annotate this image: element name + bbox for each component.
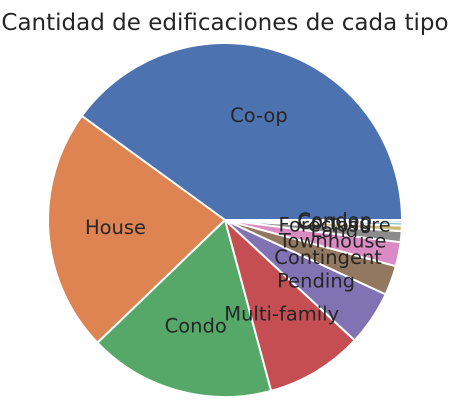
pie-label-townhouse: Townhouse (278, 230, 387, 253)
pie-label-house: House (85, 216, 146, 239)
pie-label-foreclosure: Foreclosure (278, 214, 390, 237)
pie-slice-house (47, 114, 226, 344)
pie-label-coming: Coming (297, 211, 372, 234)
chart-title: Cantidad de edificaciones de cada tipo (1, 10, 448, 36)
pie-label-land: Land (311, 219, 359, 242)
pie-slice-condo (96, 219, 273, 398)
pie-label-pending: Pending (277, 270, 355, 293)
pie-slice-co-op (80, 42, 403, 221)
pie-label-multi-family: Multi-family (224, 302, 339, 325)
pie-slice-multi-family (224, 219, 356, 392)
pie-label-condop: Condop (297, 209, 372, 232)
pie-slice-condop (224, 219, 404, 224)
pie-label-co-op: Co-op (230, 104, 288, 127)
pie-slices (47, 42, 404, 398)
pie-label-contingent: Contingent (274, 246, 382, 269)
pie-label-condo: Condo (165, 314, 227, 337)
